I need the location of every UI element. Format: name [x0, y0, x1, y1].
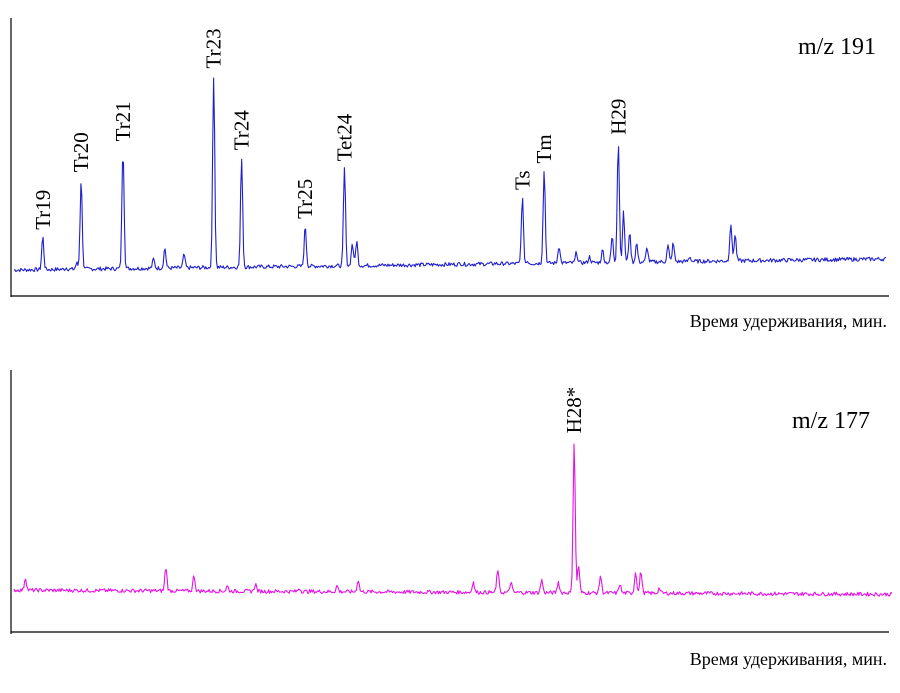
chromatogram-panel-mz177: H28* m/z 177 Время удерживания, мин. [10, 370, 893, 669]
x-axis-label-top: Время удерживания, мин. [690, 311, 887, 331]
trace-mz177 [13, 443, 893, 597]
ion-label-mz191: m/z 191 [798, 34, 876, 60]
peak-label-tr19: Tr19 [31, 190, 55, 230]
peak-label-h28: H28* [562, 387, 586, 434]
peak-label-tr25: Tr25 [293, 179, 317, 219]
peak-labels-mz191: Tr19 Tr20 Tr21 Tr23 Tr24 Tr25 Tet24 Ts Tm H29 [31, 28, 630, 230]
peak-label-tr21: Tr21 [111, 101, 135, 141]
peak-label-tet24: Tet24 [333, 113, 357, 161]
ion-label-mz177: m/z 177 [792, 408, 870, 434]
chromatogram-panel-mz191: Tr19 Tr20 Tr21 Tr23 Tr24 Tr25 Tet24 Ts Tm H29 m/z… [10, 18, 889, 331]
peak-label-ts: Ts [510, 170, 534, 190]
peak-label-tm: Tm [532, 134, 556, 163]
peak-label-tr23: Tr23 [202, 28, 226, 68]
trace-mz191 [13, 77, 887, 273]
peak-labels-mz177: H28* [562, 387, 586, 434]
peak-label-h29: H29 [606, 99, 630, 135]
x-axis-label-bottom: Время удерживания, мин. [690, 649, 887, 669]
peak-label-tr24: Tr24 [230, 110, 254, 151]
peak-label-tr20: Tr20 [69, 132, 93, 172]
